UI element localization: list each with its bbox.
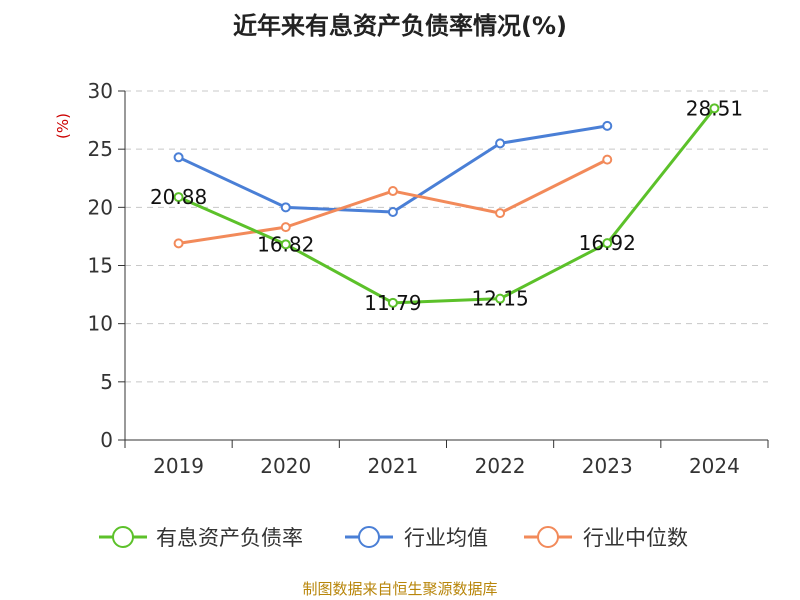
legend-marker xyxy=(537,526,559,548)
data-label: 11.79 xyxy=(364,291,421,315)
chart-title: 近年来有息资产负债率情况(%) xyxy=(233,12,567,40)
x-tick-label: 2022 xyxy=(475,454,526,478)
series-line xyxy=(177,106,716,305)
data-point xyxy=(387,206,398,217)
legend: 有息资产负债率 行业均值 行业中位数 xyxy=(99,526,688,550)
series-2 xyxy=(173,154,613,249)
data-label: 20.88 xyxy=(150,185,207,209)
y-tick-label: 0 xyxy=(100,428,113,452)
data-point xyxy=(173,152,184,163)
y-tick-label: 30 xyxy=(88,79,113,103)
data-labels: 20.88 16.82 11.79 12.15 16.92 28.51 xyxy=(150,96,743,315)
series-1 xyxy=(173,120,613,217)
x-tick-label: 2020 xyxy=(260,454,311,478)
source-note: 制图数据来自恒生聚源数据库 xyxy=(302,580,497,598)
data-point xyxy=(280,222,291,233)
x-tick-label: 2021 xyxy=(367,454,418,478)
series-line xyxy=(177,158,609,245)
axes xyxy=(118,90,769,448)
data-point xyxy=(280,202,291,213)
legend-label: 行业均值 xyxy=(404,526,488,550)
data-label: 28.51 xyxy=(686,96,743,120)
data-point xyxy=(602,154,613,165)
data-point xyxy=(387,186,398,197)
x-tick-labels: 2019 2020 2021 2022 2023 2024 xyxy=(153,454,740,478)
data-point xyxy=(495,208,506,219)
y-tick-label: 15 xyxy=(88,254,113,278)
legend-item-1: 行业均值 xyxy=(345,526,488,550)
data-point xyxy=(602,238,613,249)
x-tick-label: 2024 xyxy=(689,454,740,478)
data-point xyxy=(173,238,184,249)
data-label: 16.82 xyxy=(257,232,314,256)
data-point xyxy=(280,239,291,250)
data-point xyxy=(709,103,720,114)
y-tick-label: 20 xyxy=(88,195,113,219)
data-point xyxy=(387,297,398,308)
legend-label: 行业中位数 xyxy=(583,526,688,550)
legend-item-2: 行业中位数 xyxy=(524,526,688,550)
y-tick-label: 25 xyxy=(88,137,113,161)
data-point xyxy=(495,138,506,149)
y-tick-label: 5 xyxy=(100,370,113,394)
data-point xyxy=(173,192,184,203)
data-point xyxy=(495,293,506,304)
legend-item-0: 有息资产负债率 xyxy=(99,526,303,550)
series-group xyxy=(173,103,720,308)
x-tick-label: 2019 xyxy=(153,454,204,478)
y-tick-label: 10 xyxy=(88,312,113,336)
data-point xyxy=(602,120,613,131)
legend-label: 有息资产负债率 xyxy=(156,526,303,550)
legend-marker xyxy=(112,526,134,548)
data-label: 16.92 xyxy=(579,231,636,255)
y-tick-labels: 0 5 10 15 20 25 30 xyxy=(88,79,113,452)
y-axis-unit: (%) xyxy=(54,113,72,139)
series-0 xyxy=(173,103,720,308)
legend-marker xyxy=(358,526,380,548)
data-label: 12.15 xyxy=(471,287,528,311)
x-tick-label: 2023 xyxy=(582,454,633,478)
gridlines xyxy=(125,90,768,383)
series-line xyxy=(177,124,609,214)
